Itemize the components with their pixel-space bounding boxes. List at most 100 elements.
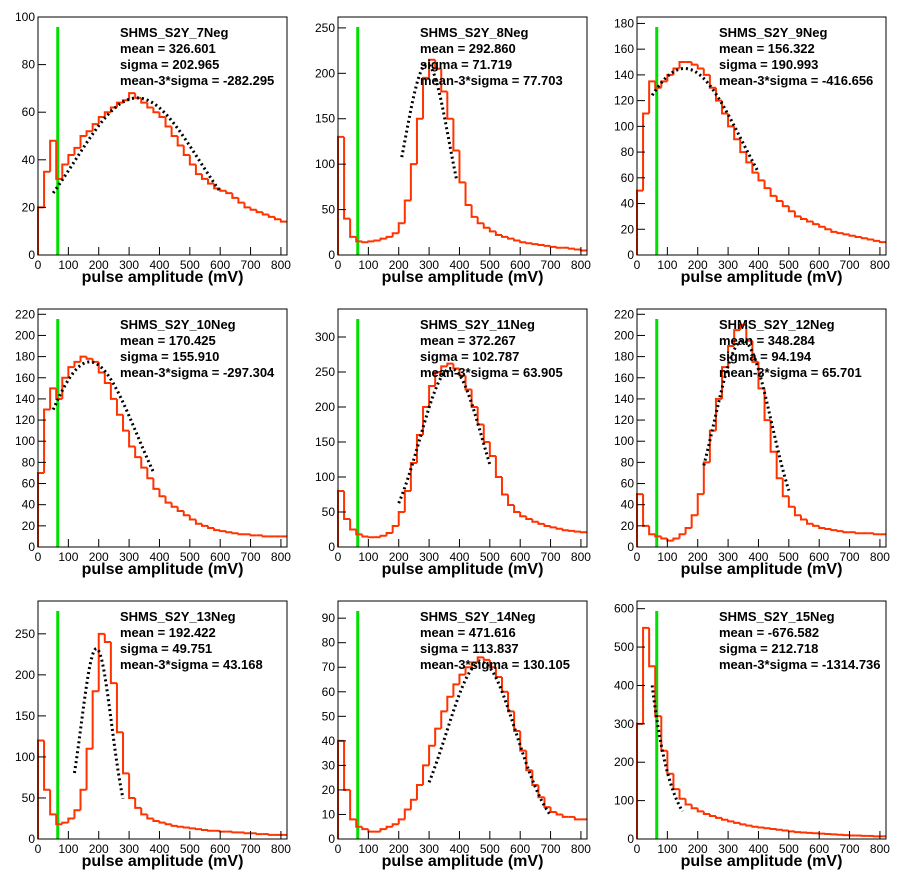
- y-tick-label: 50: [322, 505, 336, 519]
- histogram-bin: [97, 632, 105, 692]
- histogram-bin: [349, 519, 357, 531]
- histogram-bin: [182, 145, 190, 157]
- histogram-bin: [207, 525, 215, 529]
- histogram-bin: [476, 216, 484, 225]
- histogram-bin: [231, 193, 239, 199]
- histogram-bin: [836, 231, 844, 235]
- histogram-bin: [440, 710, 448, 729]
- y-tick-label: 80: [22, 58, 36, 72]
- histogram-bin: [79, 135, 87, 148]
- histogram-bin: [194, 164, 202, 176]
- y-tick-label: 40: [22, 498, 36, 512]
- x-tick-label: 400: [748, 842, 768, 856]
- x-tick-label: 700: [840, 550, 860, 564]
- x-tick-label: 400: [149, 258, 169, 272]
- y-tick-label: 40: [621, 197, 635, 211]
- histogram-bin: [158, 112, 166, 118]
- histogram-bin: [128, 430, 136, 448]
- histogram-bin: [648, 627, 656, 668]
- histogram-bin: [403, 808, 411, 820]
- histogram-bin: [458, 150, 466, 184]
- histogram-bin: [482, 223, 490, 229]
- histogram-bin: [115, 101, 124, 108]
- x-tick-label: 400: [748, 550, 768, 564]
- histogram-bin: [543, 523, 551, 527]
- histogram-bin: [507, 236, 515, 240]
- x-tick-label: 800: [870, 842, 890, 856]
- x-tick-label: 500: [480, 258, 500, 272]
- y-tick-label: 200: [614, 755, 634, 769]
- histogram-bin: [182, 826, 190, 829]
- histogram-bin: [128, 773, 136, 799]
- histogram-bin: [579, 531, 587, 534]
- histogram-bin: [642, 626, 650, 724]
- histogram-bin: [446, 91, 454, 120]
- y-tick-label: 0: [627, 540, 634, 554]
- histogram-bin: [73, 809, 81, 819]
- histogram-bin: [243, 832, 251, 835]
- y-tick-label: 20: [22, 200, 36, 214]
- x-tick-label: 400: [449, 258, 469, 272]
- histogram-bin: [573, 816, 581, 821]
- x-tick-label: 500: [480, 842, 500, 856]
- x-tick-label: 500: [779, 842, 799, 856]
- histogram-bin: [249, 207, 257, 211]
- histogram-bin: [812, 523, 820, 527]
- histogram-bin: [146, 467, 154, 480]
- histogram-bin: [237, 533, 245, 536]
- histogram-bin: [379, 534, 387, 538]
- y-tick-label: 80: [621, 145, 635, 159]
- y-tick-label: 200: [15, 668, 35, 682]
- x-tick-label: 200: [688, 258, 708, 272]
- x-tick-label: 600: [510, 550, 530, 564]
- histogram-bin: [219, 830, 227, 833]
- histogram-bin: [67, 817, 75, 823]
- histogram-bin: [103, 111, 111, 117]
- histogram-bin: [513, 505, 521, 513]
- y-tick-label: 120: [614, 94, 634, 108]
- histogram-bin: [255, 209, 263, 214]
- x-tick-label: 600: [510, 258, 530, 272]
- histogram-bin: [781, 478, 789, 498]
- histogram-bin: [55, 140, 63, 180]
- x-tick-label: 700: [541, 258, 561, 272]
- plot-frame: [337, 16, 588, 256]
- y-tick-label: 160: [614, 371, 634, 385]
- histogram-bin: [403, 199, 411, 224]
- stat-line: mean = 326.601: [120, 41, 216, 56]
- y-tick-label: 160: [614, 42, 634, 56]
- histogram-bin: [708, 429, 716, 463]
- histogram-bin: [428, 385, 436, 407]
- histogram-bin: [49, 139, 57, 172]
- x-tick-label: 600: [210, 842, 230, 856]
- histogram-bin: [415, 784, 424, 800]
- x-axis-label: pulse amplitude (mV): [82, 269, 244, 286]
- chart-title: SHMS_S2Y_11Neg: [420, 317, 535, 332]
- histogram-bin: [579, 249, 587, 252]
- histogram-bin: [403, 490, 411, 512]
- histogram-bin: [85, 130, 93, 136]
- histogram-bin: [428, 744, 436, 766]
- fit-curve: [400, 62, 458, 180]
- histogram-bin: [739, 323, 747, 331]
- y-tick-label: 300: [315, 330, 335, 344]
- y-tick-label: 180: [15, 350, 35, 364]
- histogram-bin: [385, 825, 393, 830]
- y-tick-label: 0: [28, 248, 35, 262]
- y-tick-label: 60: [621, 171, 635, 185]
- histogram-bin: [561, 814, 569, 818]
- x-tick-label: 800: [571, 550, 591, 564]
- histogram-bin: [140, 97, 148, 104]
- histogram-bin: [55, 814, 63, 826]
- histogram-bin: [648, 525, 656, 536]
- histogram-bin: [854, 532, 862, 535]
- stat-line: mean-3*sigma = 130.105: [420, 657, 570, 672]
- x-axis-label: pulse amplitude (mV): [382, 561, 544, 578]
- y-tick-label: 60: [322, 685, 336, 699]
- histogram-bin: [85, 747, 93, 790]
- histogram-bin: [684, 798, 692, 806]
- histogram-bin: [391, 232, 399, 237]
- histogram-bin: [684, 526, 692, 535]
- histogram-bin: [806, 519, 814, 525]
- histogram-bin: [543, 244, 551, 247]
